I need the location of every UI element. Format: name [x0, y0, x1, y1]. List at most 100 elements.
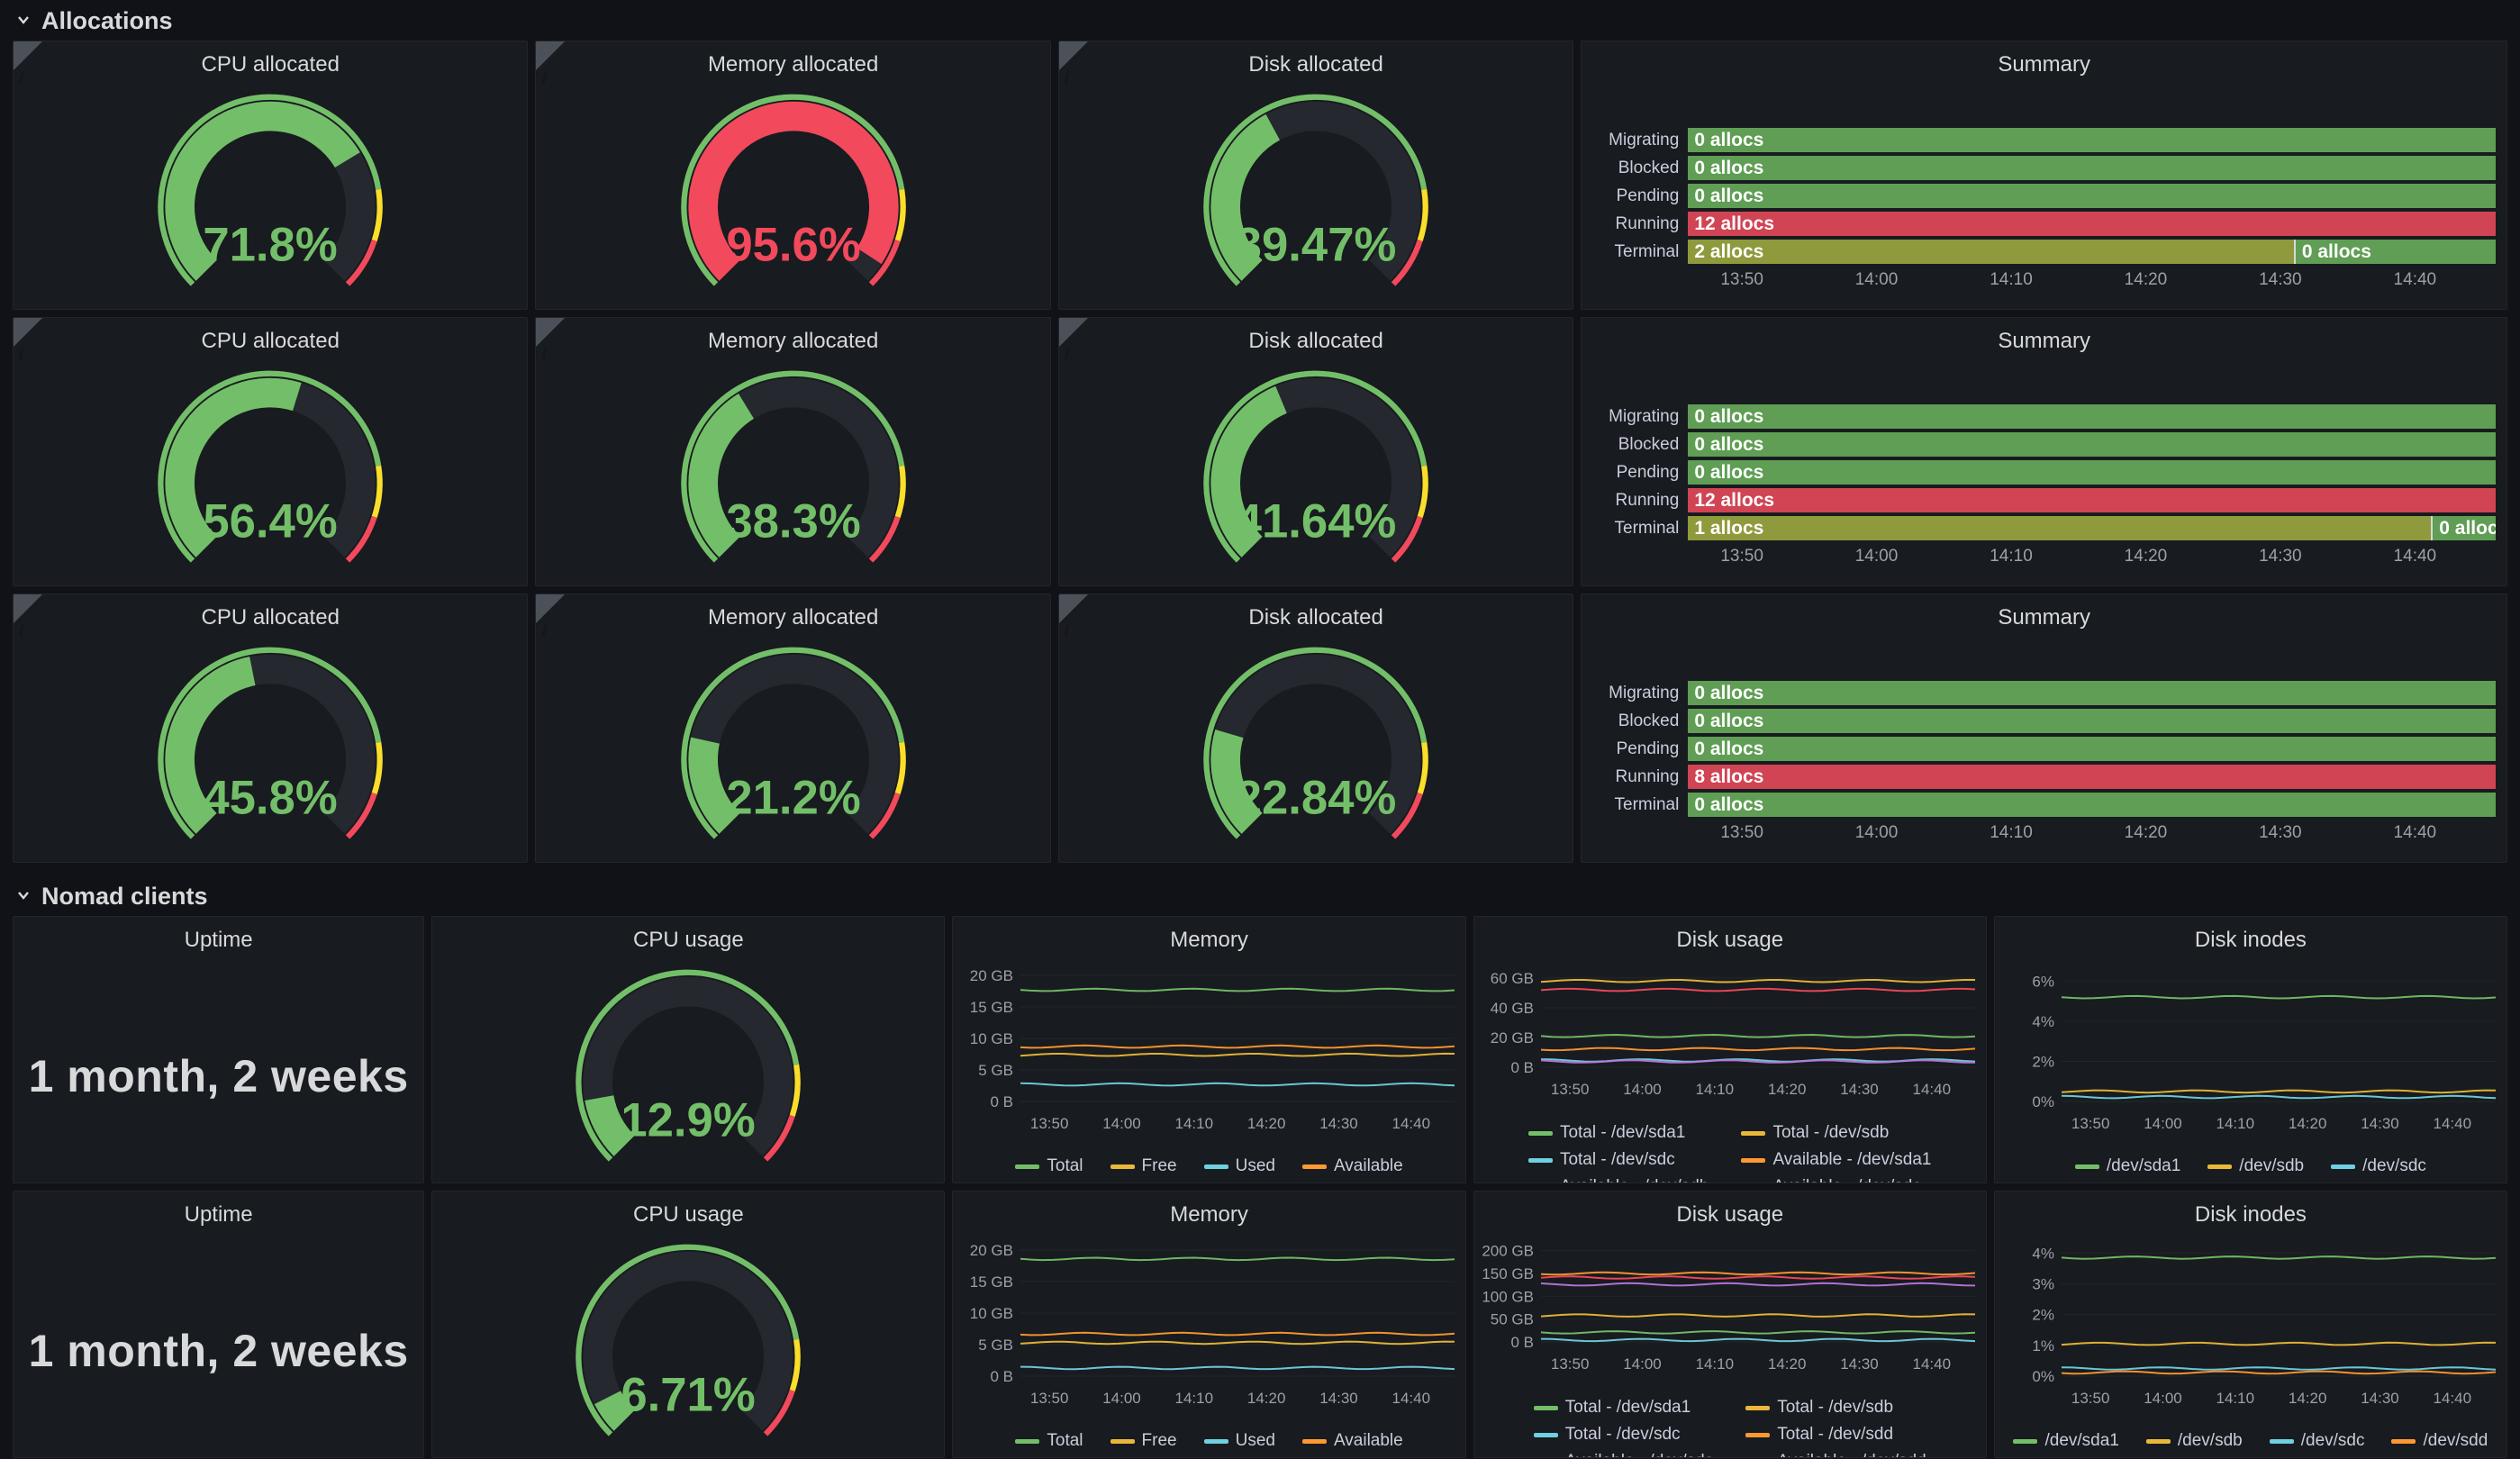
panel-title[interactable]: CPU usage	[633, 1202, 744, 1227]
legend-item-total-dev-sda1[interactable]: Total - /dev/sda1	[1533, 1398, 1713, 1418]
panel-info-icon[interactable]: i	[1058, 41, 1088, 87]
panel-info-icon[interactable]: i	[536, 318, 566, 364]
svg-text:6%: 6%	[2032, 973, 2054, 990]
legend-item-total-dev-sdd[interactable]: Total - /dev/sdd	[1745, 1425, 1926, 1445]
legend-item--dev-sdc[interactable]: /dev/sdc	[2269, 1431, 2364, 1451]
legend-item-available-dev-sda1[interactable]: Available - /dev/sda1	[1741, 1150, 1931, 1170]
legend-item-total-dev-sdb[interactable]: Total - /dev/sdb	[1745, 1398, 1926, 1418]
panel-title[interactable]: CPU allocated	[201, 52, 340, 77]
legend-item-total[interactable]: Total	[1015, 1156, 1083, 1176]
legend-series-label: /dev/sdd	[2423, 1431, 2488, 1450]
panel-info-icon[interactable]: i	[14, 594, 42, 640]
legend-item-free[interactable]: Free	[1110, 1431, 1177, 1451]
panel-title[interactable]: Memory	[1170, 928, 1248, 952]
legend-series-label: Used	[1235, 1431, 1275, 1450]
panel-title[interactable]: Uptime	[184, 928, 253, 952]
legend-item-available-dev-sdc[interactable]: Available - /dev/sdc	[1534, 1452, 1713, 1457]
legend-series-marker	[1203, 1438, 1228, 1444]
legend-series-label: /dev/sdb	[2177, 1431, 2243, 1450]
chevron-down-icon[interactable]	[14, 7, 32, 35]
legend-item--dev-sda1[interactable]: /dev/sda1	[2074, 1156, 2180, 1176]
panel-title[interactable]: Summary	[1998, 605, 2090, 630]
timeline-segment: 0 allocs	[1688, 184, 2496, 208]
time-axis: 13:50 14:00 14:10 14:20 14:30 14:40	[1688, 545, 2496, 568]
legend-item-free[interactable]: Free	[1110, 1156, 1177, 1176]
legend-item-used[interactable]: Used	[1203, 1156, 1275, 1176]
panel-title[interactable]: CPU usage	[633, 928, 744, 952]
panel-title[interactable]: CPU allocated	[201, 329, 340, 353]
panel-title[interactable]: Disk usage	[1676, 1202, 1784, 1227]
legend-item-available[interactable]: Available	[1301, 1156, 1403, 1176]
time-axis-label: 14:40	[2393, 823, 2437, 842]
panel-info-icon[interactable]: i	[1058, 318, 1088, 364]
timeline-row-label: Pending	[1616, 186, 1680, 205]
panel-memory-allocated: i Memory allocated 21.2%	[535, 594, 1051, 863]
legend-item-available-dev-sdd[interactable]: Available - /dev/sdd	[1745, 1452, 1926, 1457]
legend-item-available-dev-sdb[interactable]: Available - /dev/sdb	[1528, 1177, 1709, 1183]
legend-item--dev-sdc[interactable]: /dev/sdc	[2331, 1156, 2426, 1176]
panel-title[interactable]: Disk usage	[1676, 928, 1784, 952]
time-axis-label: 13:50	[1720, 823, 1763, 842]
panel-title[interactable]: Disk inodes	[2194, 1202, 2307, 1227]
timeline-row-label: Terminal	[1614, 518, 1680, 538]
svg-text:10 GB: 10 GB	[969, 1305, 1012, 1322]
panel-summary: Summary Migrating 0 allocs Blocked 0 allocs…	[1581, 594, 2507, 863]
svg-text:4%: 4%	[2032, 1013, 2054, 1030]
legend-item--dev-sda1[interactable]: /dev/sda1	[2013, 1431, 2119, 1451]
timeline-segment: 0 allocs	[1688, 681, 2496, 705]
section-header-allocations[interactable]: Allocations	[0, 0, 2520, 41]
panel-title[interactable]: Disk inodes	[2194, 928, 2307, 952]
time-axis-label: 14:00	[1854, 547, 1899, 566]
panel-info-icon[interactable]: i	[1058, 594, 1088, 640]
panel-title[interactable]: Memory allocated	[707, 52, 879, 77]
svg-text:20 GB: 20 GB	[1491, 1029, 1534, 1047]
time-axis-label: 14:40	[2393, 270, 2437, 289]
timeline-track: 0 allocs	[1688, 156, 2496, 180]
panel-info-icon[interactable]: i	[536, 41, 566, 87]
panel-title[interactable]: Memory allocated	[707, 605, 879, 630]
panel-title[interactable]: Disk allocated	[1248, 605, 1383, 630]
legend-item-available-dev-sdc[interactable]: Available - /dev/sdc	[1741, 1177, 1931, 1183]
panel-title[interactable]: Memory	[1170, 1202, 1248, 1227]
legend-item-total-dev-sdc[interactable]: Total - /dev/sdc	[1533, 1425, 1713, 1445]
legend-series-marker	[1741, 1157, 1766, 1163]
legend-item-total-dev-sdb[interactable]: Total - /dev/sdb	[1741, 1123, 1931, 1143]
legend-item-available[interactable]: Available	[1301, 1431, 1403, 1451]
legend-item-used[interactable]: Used	[1203, 1431, 1275, 1451]
panel-title[interactable]: Disk allocated	[1248, 329, 1383, 353]
svg-text:15 GB: 15 GB	[969, 999, 1012, 1016]
legend-item-total-dev-sdc[interactable]: Total - /dev/sdc	[1527, 1150, 1709, 1170]
legend-series-marker	[2013, 1438, 2038, 1444]
legend-item-total[interactable]: Total	[1015, 1431, 1083, 1451]
legend-series-label: /dev/sdc	[2362, 1156, 2426, 1175]
gauge: 6.71%	[432, 1244, 944, 1453]
panel-title[interactable]: Uptime	[184, 1202, 253, 1227]
legend-series-label: Total	[1047, 1431, 1083, 1450]
timeline-segment: 2 allocs	[1688, 240, 2294, 264]
legend-series-label: /dev/sdb	[2239, 1156, 2305, 1175]
panel-title[interactable]: Summary	[1998, 52, 2090, 77]
panel-title[interactable]: Disk allocated	[1248, 52, 1383, 77]
svg-text:13:50: 13:50	[1029, 1390, 1068, 1407]
svg-text:3%: 3%	[2032, 1275, 2054, 1292]
legend-item--dev-sdb[interactable]: /dev/sdb	[2207, 1156, 2304, 1176]
legend-series-marker	[1527, 1130, 1553, 1136]
gauge: 56.4%	[14, 370, 527, 579]
gauge: 41.64%	[1059, 370, 1573, 579]
section-header-clients[interactable]: Nomad clients	[0, 875, 2520, 916]
timeline-segment: 0 allocs	[1688, 432, 2496, 457]
panel-title[interactable]: CPU allocated	[201, 605, 340, 630]
panel-info-icon[interactable]: i	[14, 41, 42, 87]
svg-text:13:50: 13:50	[2071, 1390, 2110, 1407]
legend-item--dev-sdd[interactable]: /dev/sdd	[2391, 1431, 2488, 1451]
timeline-track: 2 allocs 0 allocs	[1688, 240, 2496, 264]
panel-info-icon[interactable]: i	[14, 318, 42, 364]
chevron-down-icon[interactable]	[14, 883, 32, 911]
panel-title[interactable]: Memory allocated	[707, 329, 879, 353]
timeline-track: 0 allocs	[1688, 128, 2496, 152]
legend-item-total-dev-sda1[interactable]: Total - /dev/sda1	[1527, 1123, 1709, 1143]
legend-item--dev-sdb[interactable]: /dev/sdb	[2145, 1431, 2243, 1451]
panel-info-icon[interactable]: i	[536, 594, 566, 640]
time-axis-label: 14:20	[2124, 547, 2168, 566]
panel-title[interactable]: Summary	[1998, 329, 2090, 353]
